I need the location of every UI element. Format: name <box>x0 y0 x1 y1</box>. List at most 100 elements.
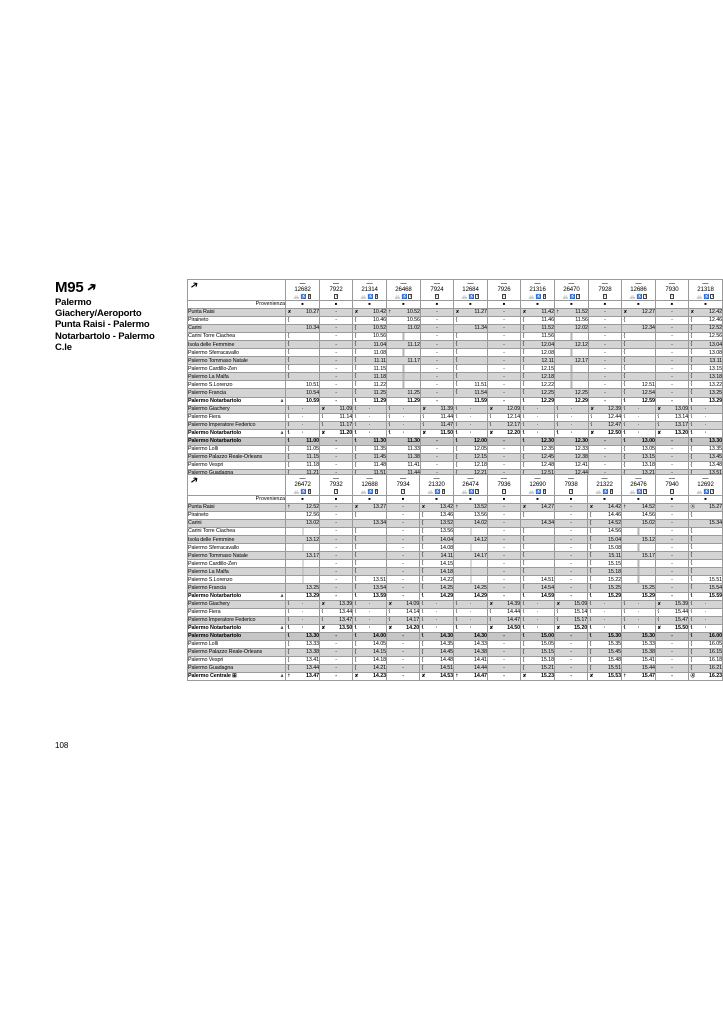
timetable-row: Isola delle Femmine 13.12-{-{14.04 14.12-{… <box>186 535 723 545</box>
station-name-cell[interactable]: Piraineto <box>186 511 287 521</box>
time-cell: - <box>419 356 455 366</box>
train-column-header[interactable]: ⎯⎯ 26472 🚲 ♿ i <box>285 474 320 496</box>
train-column-header[interactable]: ⎯⎯ 12682 🚲 ♿ i <box>285 279 320 301</box>
departure-time: 12.52 <box>306 504 319 511</box>
station-name-cell[interactable]: Palermo Notarbartolo <box>186 631 287 641</box>
station-name-cell[interactable]: Palermo Fiera <box>186 412 287 422</box>
station-name-cell[interactable]: Palermo Notarbartolo a <box>186 623 287 633</box>
time-cell: {14.52 <box>587 519 623 529</box>
station-name-cell[interactable]: Palermo Guadagna <box>186 663 287 673</box>
station-name-cell[interactable]: Isola delle Femmine <box>186 340 287 350</box>
continuation-brace: { <box>522 568 525 575</box>
train-column-header[interactable]: ⎯⎯ 26476 🚲 ♿ i <box>621 474 656 496</box>
station-name-cell[interactable]: Palermo Lolli <box>186 639 287 649</box>
train-column-header[interactable]: ⎯⎯ 7930 i <box>654 279 690 301</box>
continuation-brace: { <box>690 527 693 534</box>
train-column-header[interactable]: ⎯⎯ 7940 i <box>654 474 690 496</box>
departure-time: 14.29 <box>440 592 454 599</box>
station-name-cell[interactable]: Carini Torre Ciachea <box>186 332 287 342</box>
continuation-brace: { <box>354 421 357 428</box>
train-column-header[interactable]: ⎯⎯ 7924 i <box>419 279 455 301</box>
station-name-cell[interactable]: Palermo Cardillo-Zen <box>186 559 287 569</box>
station-name-cell[interactable]: Palermo Notarbartolo a <box>186 591 287 601</box>
train-column-header[interactable]: ⎯⎯ 21320 🚲 ♿ i <box>419 474 455 496</box>
train-column-header[interactable]: ⎯⎯ 7934 i <box>386 474 421 496</box>
train-column-header[interactable]: ⎯⎯ 7938 i <box>553 474 589 496</box>
time-cell: {15.22 <box>587 575 623 585</box>
station-name-cell[interactable]: Palermo Giachery <box>186 599 287 609</box>
station-name-cell[interactable]: Punta Raisi <box>186 307 287 318</box>
time-cell: - <box>318 324 354 334</box>
train-column-header[interactable]: ⎯⎯ 26468 🚲 ♿ i <box>386 279 421 301</box>
station-name-cell[interactable]: Carini Torre Ciachea <box>186 527 287 537</box>
station-name-cell[interactable]: Palermo Vespri <box>186 655 287 665</box>
station-name-cell[interactable]: Palermo Fiera <box>186 607 287 617</box>
no-service-mark: - <box>570 633 572 640</box>
train-column-header[interactable]: ⎯⎯ 21314 🚲 ♿ i <box>352 279 388 301</box>
no-service-mark: - <box>335 504 337 511</box>
station-name-cell[interactable]: Palermo Sferracavallo <box>186 348 287 358</box>
station-name-cell[interactable]: Palermo S.Lorenzo <box>186 380 287 390</box>
station-name-cell[interactable]: Palermo La Malfa <box>186 372 287 382</box>
station-name-cell[interactable]: Palermo Lolli <box>186 444 287 454</box>
continuation-brace: { <box>354 365 357 372</box>
train-column-header[interactable]: ⎯⎯ 12688 🚲 ♿ i <box>352 474 388 496</box>
no-service-mark: · <box>536 616 539 623</box>
station-name-cell[interactable]: Palermo Palazzo Reale-Orleans <box>186 647 287 657</box>
train-column-header[interactable]: ⎯⎯ 12686 🚲 ♿ i <box>621 279 656 301</box>
train-column-header[interactable]: ⎯⎯ 21322 🚲 ♿ i <box>587 474 623 496</box>
station-name-cell[interactable]: Palermo Centrale ⊞a <box>186 671 287 682</box>
time-cell: {11.45 <box>352 452 388 462</box>
station-name-cell[interactable]: Palermo La Malfa <box>186 567 287 577</box>
continuation-brace: { <box>590 421 593 428</box>
station-name-cell[interactable]: Palermo S.Lorenzo <box>186 575 287 585</box>
time-cell: {12.45 <box>520 452 555 462</box>
station-name-cell[interactable]: Palermo Francia <box>186 583 287 593</box>
station-name-cell[interactable]: Palermo Notarbartolo <box>186 436 287 446</box>
station-name-cell[interactable]: Palermo Giachery <box>186 404 287 414</box>
train-column-header[interactable]: ⎯⎯ 7922 i <box>318 279 354 301</box>
departure-time: 14.44 <box>507 608 521 615</box>
departure-time: 13.18 <box>641 462 655 469</box>
station-name-cell[interactable]: Carini <box>186 519 287 529</box>
station-name-cell[interactable]: Palermo Francia <box>186 388 287 398</box>
no-service-mark: - <box>604 341 606 348</box>
train-column-header[interactable]: ⎯⎯ 12690 🚲 ♿ i <box>520 474 555 496</box>
station-name-cell[interactable]: Palermo Notarbartolo a <box>186 396 287 406</box>
station-name-cell[interactable]: Palermo Palazzo Reale-Orleans <box>186 452 287 462</box>
train-column-header[interactable]: ⎯⎯ 21316 🚲 ♿ i <box>520 279 555 301</box>
train-column-header[interactable]: ⎯⎯ 12692 🚲 ♿ i <box>688 474 723 496</box>
train-column-header[interactable]: ⎯⎯ 7932 i <box>318 474 354 496</box>
station-name-cell[interactable]: Palermo Imperatore Federico <box>186 615 287 625</box>
station-name-cell[interactable]: Isola delle Femmine <box>186 535 287 545</box>
train-column-header[interactable]: ⎯⎯ 7936 i <box>486 474 522 496</box>
station-name-cell[interactable]: Palermo Tommaso Natale <box>186 356 287 366</box>
time-cell: - <box>654 348 690 358</box>
train-column-header[interactable]: ⎯⎯ 26470 🚲 ♿ i <box>553 279 589 301</box>
time-cell: {· <box>621 607 656 617</box>
time-cell: {14.35 <box>419 639 455 649</box>
station-name-cell[interactable]: Palermo Vespri <box>186 460 287 470</box>
continuation-brace: { <box>690 584 693 591</box>
departure-time: 13.44 <box>339 608 353 615</box>
bicycle-icon: 🚲 <box>528 293 535 299</box>
station-name-cell[interactable]: Palermo Imperatore Federico <box>186 420 287 430</box>
station-name-cell[interactable]: Palermo Cardillo-Zen <box>186 364 287 374</box>
train-column-header[interactable]: ⎯⎯ 7928 i <box>587 279 623 301</box>
time-cell: - <box>654 340 690 350</box>
train-column-header[interactable]: ⎯⎯ 26474 🚲 ♿ i <box>453 474 488 496</box>
train-column-header[interactable]: ⎯⎯ 7926 i <box>486 279 522 301</box>
provenienza-marker: ■ <box>688 300 723 309</box>
departure-time: 15.02 <box>641 520 655 527</box>
station-name-cell[interactable]: Piraineto <box>186 316 287 326</box>
station-name-cell[interactable]: Punta Raisi <box>186 502 287 513</box>
train-column-header[interactable]: ⎯⎯ 21318 🚲 ♿ i <box>688 279 723 301</box>
train-column-header[interactable]: ⎯⎯ 12684 🚲 ♿ i <box>453 279 488 301</box>
no-service-mark: - <box>335 592 337 599</box>
time-cell: - <box>318 444 354 454</box>
station-name-cell[interactable]: Palermo Notarbartolo a <box>186 428 287 438</box>
station-name-cell[interactable]: Palermo Sferracavallo <box>186 543 287 553</box>
station-name-cell[interactable]: Carini <box>186 324 287 334</box>
station-name-cell[interactable]: Palermo Tommaso Natale <box>186 551 287 561</box>
timetable-row: Palermo Notarbartolo a{· ✘ 11.20{·{· ✘ 11.50{… <box>186 428 723 438</box>
